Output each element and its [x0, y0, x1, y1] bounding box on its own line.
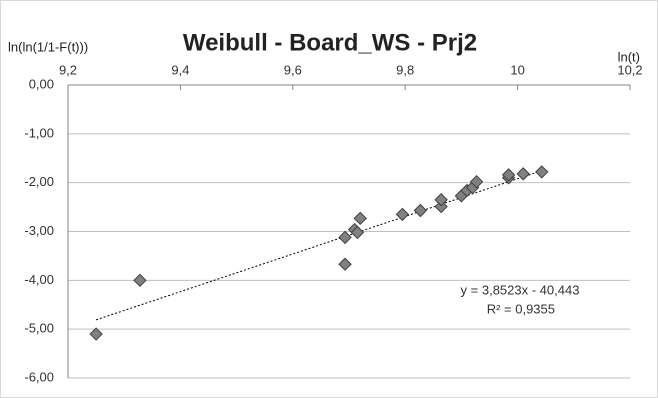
y-tick-label: -3,00 — [24, 223, 54, 238]
data-point — [338, 257, 352, 271]
x-tick-label: 9,2 — [59, 62, 77, 77]
trendline-equation: y = 3,8523x - 40,443 — [461, 282, 580, 297]
y-axis-title: ln(ln(1/1-F(t))) — [8, 39, 88, 54]
data-point — [434, 193, 448, 207]
data-point — [353, 211, 367, 226]
x-tick-label: 9,8 — [396, 62, 414, 77]
chart-title: Weibull - Board_WS - Prj2 — [183, 29, 477, 56]
trendline-r2: R² = 0,9355 — [487, 301, 555, 316]
data-point — [535, 165, 549, 179]
x-tick-label: 10 — [510, 62, 524, 77]
y-tick-label: -4,00 — [24, 272, 54, 287]
data-point — [516, 167, 530, 181]
data-point — [395, 207, 410, 222]
x-tick-label: 9,6 — [284, 62, 302, 77]
x-tick-label: 9,4 — [171, 62, 189, 77]
data-point — [501, 168, 516, 182]
data-point — [469, 174, 484, 189]
data-point — [413, 203, 428, 218]
y-tick-label: -6,00 — [24, 369, 54, 384]
y-tick-label: -1,00 — [24, 125, 54, 140]
y-tick-label: -2,00 — [24, 174, 54, 189]
y-tick-label: -5,00 — [24, 321, 54, 336]
y-tick-label: 0,00 — [29, 76, 54, 91]
data-point — [350, 225, 365, 240]
x-axis-title: ln(t) — [618, 49, 640, 64]
data-point — [338, 230, 352, 245]
data-point — [89, 327, 103, 341]
x-tick-label: 10,2 — [617, 62, 642, 77]
data-point — [434, 199, 448, 214]
data-point — [133, 273, 147, 288]
